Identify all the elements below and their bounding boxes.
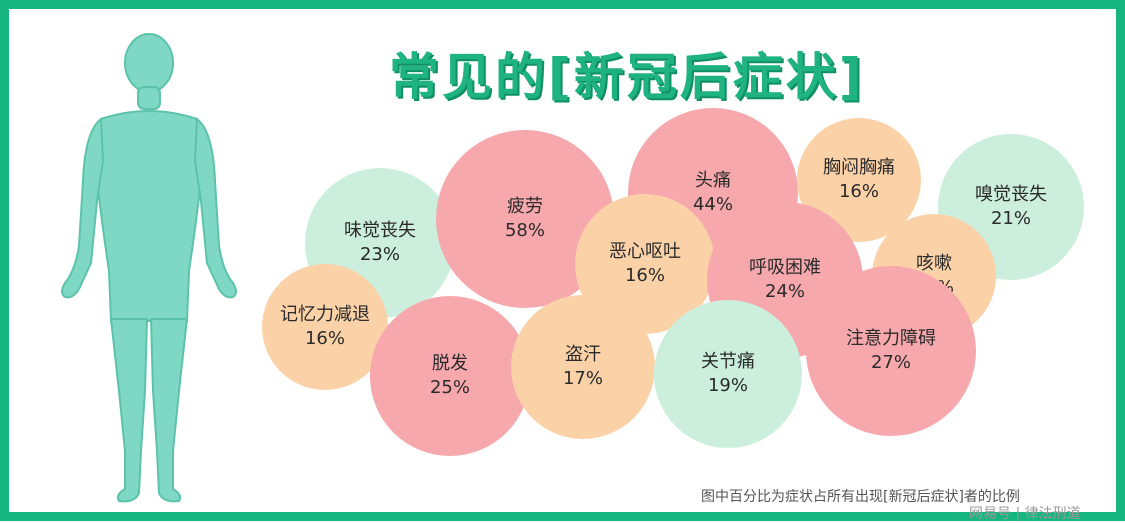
symptom-bubble: 记忆力减退 16%: [262, 264, 388, 390]
symptom-name: 脱发: [432, 353, 468, 374]
symptom-name: 咳嗽: [916, 253, 952, 274]
symptom-name: 胸闷胸痛: [823, 157, 895, 178]
symptom-name: 注意力障碍: [846, 328, 936, 349]
symptom-name: 疲劳: [507, 196, 543, 217]
symptom-percentage: 24%: [764, 281, 805, 302]
symptom-name: 呼吸困难: [749, 257, 821, 278]
symptom-bubble: 注意力障碍 27%: [806, 266, 976, 436]
body-neck: [137, 86, 161, 110]
symptom-bubble: 关节痛 19%: [654, 300, 802, 448]
body-left-leg: [109, 318, 149, 503]
symptom-percentage: 16%: [838, 181, 879, 202]
footnote: 图中百分比为症状占所有出现[新冠后症状]者的比例: [701, 489, 1020, 505]
title-topic: 新冠后症状: [573, 48, 839, 106]
body-head: [124, 33, 174, 93]
symptom-name: 嗅觉丧失: [975, 184, 1047, 205]
symptom-percentage: 44%: [692, 194, 733, 215]
title-open-bracket: [: [548, 48, 574, 106]
body-right-leg: [149, 318, 189, 503]
symptom-percentage: 19%: [707, 375, 748, 396]
human-body-figure: [61, 33, 237, 503]
symptom-bubble: 胸闷胸痛 16%: [797, 118, 921, 242]
symptom-percentage: 58%: [504, 220, 545, 241]
body-left-arm: [61, 117, 105, 299]
symptom-percentage: 17%: [562, 368, 603, 389]
symptom-percentage: 27%: [870, 352, 911, 373]
symptom-percentage: 25%: [429, 377, 470, 398]
poster-title: 常见的[新冠后症状]: [389, 37, 865, 109]
symptom-name: 记忆力减退: [280, 304, 370, 325]
symptom-bubble: 盗汗 17%: [511, 295, 655, 439]
title-close-bracket: ]: [838, 48, 865, 106]
symptom-name: 盗汗: [565, 344, 601, 365]
symptom-percentage: 16%: [304, 328, 345, 349]
symptom-percentage: 21%: [990, 208, 1031, 229]
body-right-arm: [193, 117, 237, 299]
symptom-bubble: 脱发 25%: [370, 296, 530, 456]
symptom-name: 恶心呕吐: [609, 241, 681, 262]
body-torso: [95, 110, 203, 322]
symptom-name: 关节痛: [701, 351, 755, 372]
symptom-name: 味觉丧失: [344, 220, 416, 241]
symptom-percentage: 23%: [359, 244, 400, 265]
watermark: 网易号 | 律法刑道: [969, 506, 1081, 522]
symptom-name: 头痛: [695, 170, 731, 191]
symptom-percentage: 16%: [624, 265, 665, 286]
title-main: 常见的: [389, 48, 548, 106]
